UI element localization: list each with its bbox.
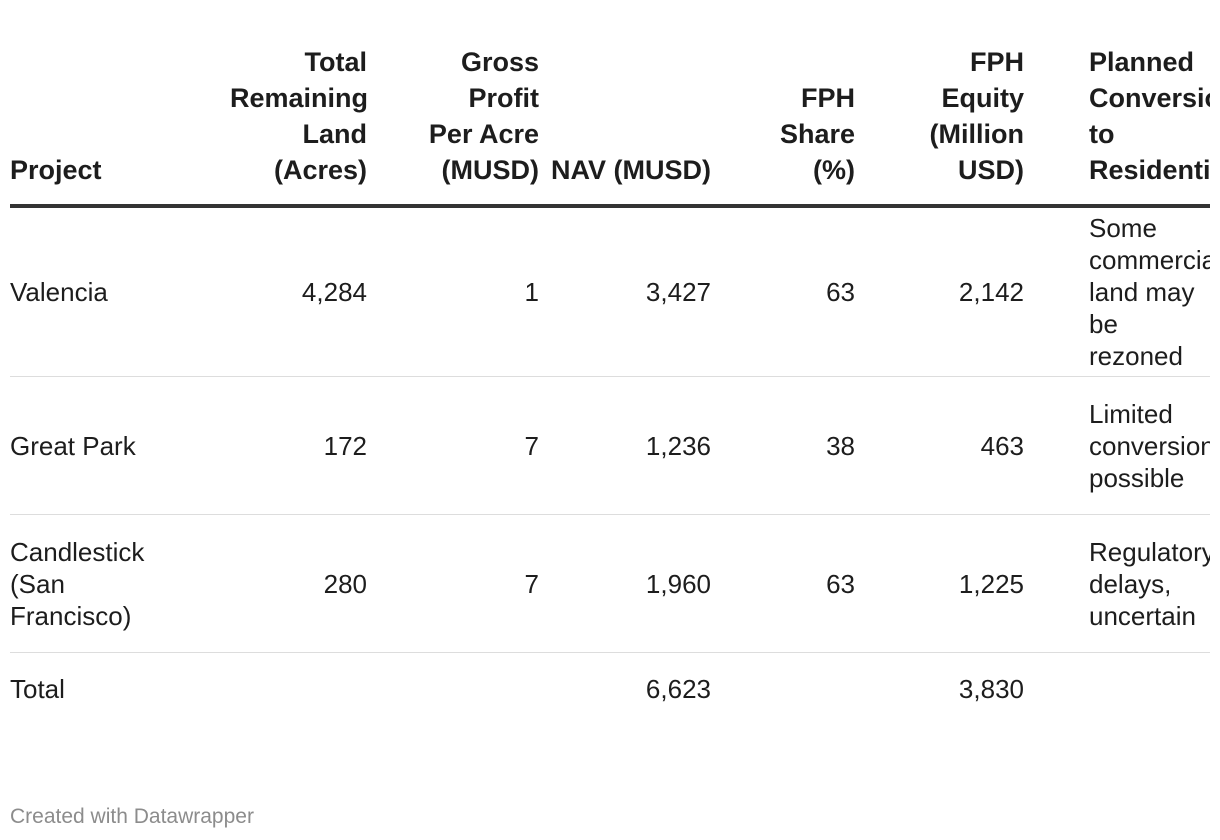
cell-conversion: Regulatory delays, uncertain xyxy=(1024,514,1210,653)
header-total-remaining-land[interactable]: Total Remaining Land (Acres) xyxy=(190,44,368,208)
header-nav[interactable]: NAV (MUSD) xyxy=(539,44,711,208)
cell-project: Great Park xyxy=(10,376,190,515)
header-gross-profit-per-acre[interactable]: Gross Profit Per Acre (MUSD) xyxy=(367,44,539,208)
cell-nav: 1,236 xyxy=(539,376,711,515)
cell-total-nav: 6,623 xyxy=(645,674,711,704)
table-row: Great Park 172 7 1,236 38 463 Limited co… xyxy=(10,376,1210,515)
cell-land: 4,284 xyxy=(190,206,367,377)
cell-share xyxy=(711,653,855,726)
header-planned-conversion[interactable]: Planned Conversion to Residential xyxy=(1024,44,1210,208)
header-fph-equity[interactable]: FPH Equity (Million USD) xyxy=(855,44,1024,208)
cell-land xyxy=(190,653,367,726)
cell-land: 280 xyxy=(190,514,367,653)
cell-gross-profit: 7 xyxy=(367,376,539,515)
cell-equity: 463 xyxy=(855,376,1024,515)
cell-share: 63 xyxy=(711,514,855,653)
cell-gross-profit: 1 xyxy=(367,206,539,377)
cell-gross-profit xyxy=(367,653,539,726)
table-header: Project Total Remaining Land (Acres) Gro… xyxy=(10,44,1210,208)
cell-share: 38 xyxy=(711,376,855,515)
total-row: Total 6,623 3,830 xyxy=(10,653,1210,726)
table-row: Valencia 4,284 1 3,427 63 2,142 Some com… xyxy=(10,206,1210,377)
cell-conversion xyxy=(1024,653,1210,726)
header-row: Project Total Remaining Land (Acres) Gro… xyxy=(10,44,1210,208)
cell-total-label: Total xyxy=(10,674,65,704)
cell-nav: 1,960 xyxy=(539,514,711,653)
cell-project: Valencia xyxy=(10,206,190,377)
header-fph-share[interactable]: FPH Share (%) xyxy=(711,44,855,208)
cell-equity: 1,225 xyxy=(855,514,1024,653)
table-container: Project Total Remaining Land (Acres) Gro… xyxy=(10,0,1210,840)
cell-project: Candlestick (San Francisco) xyxy=(10,514,190,653)
table-row: Candlestick (San Francisco) 280 7 1,960 … xyxy=(10,514,1210,653)
cell-equity: 2,142 xyxy=(855,206,1024,377)
cell-conversion: Limited conversion possible xyxy=(1024,376,1210,515)
data-table: Project Total Remaining Land (Acres) Gro… xyxy=(10,44,1210,725)
datawrapper-credit[interactable]: Created with Datawrapper xyxy=(10,805,254,828)
cell-nav: 3,427 xyxy=(539,206,711,377)
cell-share: 63 xyxy=(711,206,855,377)
cell-conversion: Some commercial land may be rezoned xyxy=(1024,206,1210,377)
cell-land: 172 xyxy=(190,376,367,515)
cell-total-equity: 3,830 xyxy=(958,674,1024,704)
header-project[interactable]: Project xyxy=(10,44,190,208)
cell-gross-profit: 7 xyxy=(367,514,539,653)
